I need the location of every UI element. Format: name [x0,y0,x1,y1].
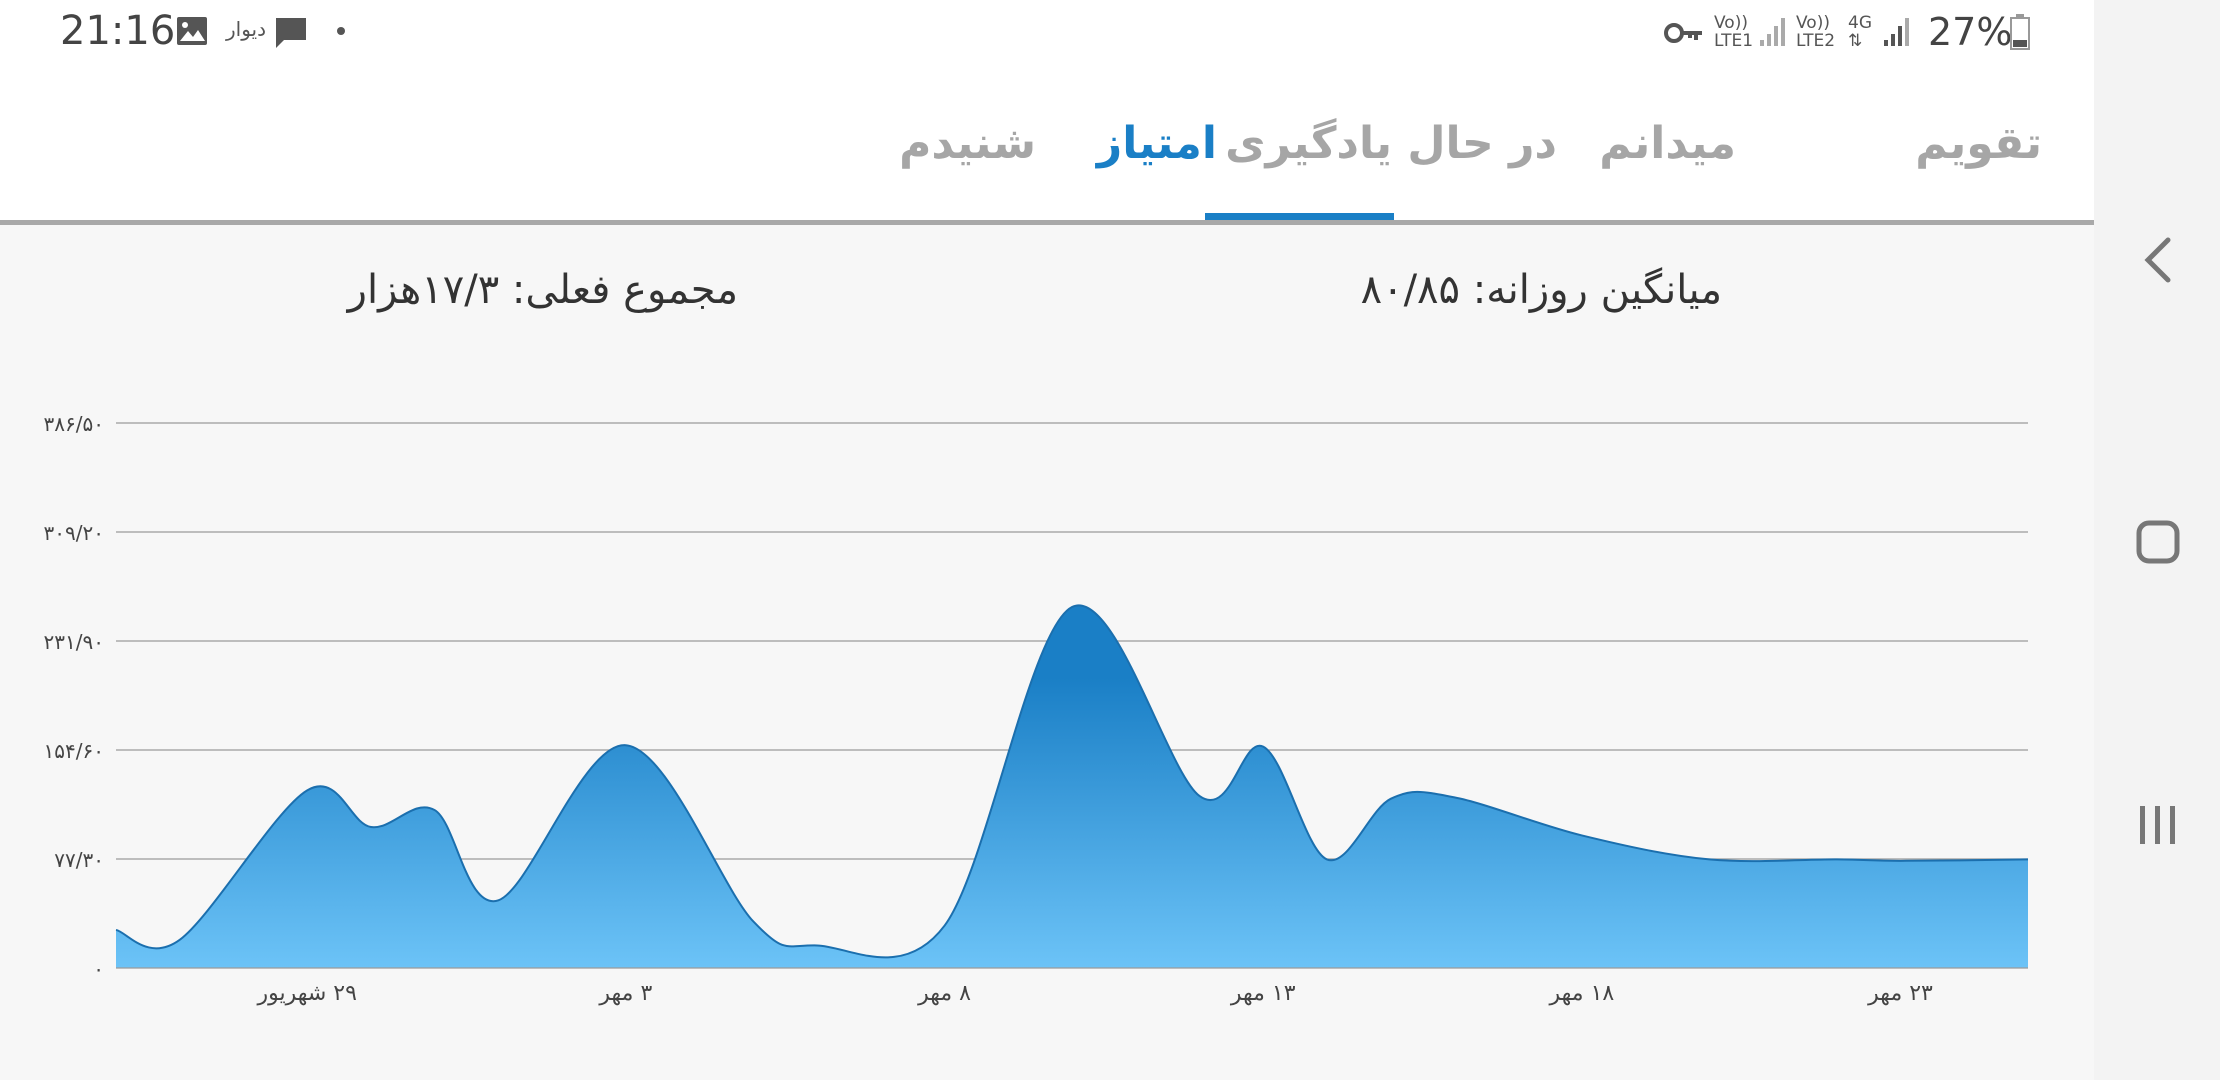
tab-heard[interactable]: شنیدم [899,118,1036,169]
battery-percent: 27% [1928,10,2013,54]
tab-divider [0,220,2094,225]
home-icon[interactable] [2136,520,2180,564]
signal-icon [1760,18,1785,46]
signal-icon [1884,18,1909,46]
app-label: دیوار [226,17,267,41]
area-fill [116,605,2028,968]
daily-average: میانگین روزانه: ۸۰/۸۵ [1360,267,1722,313]
back-icon[interactable] [2144,236,2172,284]
chat-icon [276,18,306,48]
dot-icon [337,27,345,35]
navigation-bar [2094,0,2220,1080]
x-tick-label: ۳ مهر [598,981,652,1006]
y-tick-label: ۱۵۴/۶۰ [44,739,104,763]
recents-icon[interactable] [2138,804,2178,846]
y-tick-label: ۳۰۹/۲۰ [44,521,104,545]
tab-known[interactable]: میدانم [1599,118,1736,169]
x-tick-label: ۱۸ مهر [1549,981,1615,1006]
battery-icon [2010,14,2030,50]
tab-calendar[interactable]: تقویم [1915,118,2042,169]
tab-bar: تقویم میدانم در حال یادگیری امتیاز شنیدم [0,100,2094,224]
image-icon [177,17,207,45]
clock: 21:16 [60,8,176,54]
y-tick-label: ۲۳۱/۹۰ [44,630,104,654]
key-icon [1664,23,1702,43]
network-type: 4G ⇅ [1848,13,1872,51]
active-tab-indicator [1205,213,1394,220]
series-line [115,604,2029,959]
y-tick-label: ۰ [93,957,104,981]
score-chart: ۰ ۷۷/۳۰ ۱۵۴/۶۰ ۲۳۱/۹۰ ۳۰۹/۲۰ ۳۸۶/۵۰ ۲۹ شهریور ۳… [44,412,2029,1006]
x-tick-label: ۸ مهر [917,981,971,1006]
status-bar: 21:16 دیوار Vo)) LTE1 Vo)) LTE2 4G ⇅ 27% [0,0,2094,64]
sim1-label: Vo)) LTE1 [1714,13,1754,51]
y-tick-label: ۷۷/۳۰ [54,848,104,872]
tab-learning[interactable]: در حال یادگیری [1225,118,1557,169]
sim2-label: Vo)) LTE2 [1796,13,1836,51]
x-tick-label: ۱۳ مهر [1230,981,1296,1006]
tab-score[interactable]: امتیاز [1096,118,1217,169]
y-tick-label: ۳۸۶/۵۰ [44,412,104,436]
x-tick-label: ۲۹ شهریور [256,981,356,1006]
total-score: مجموع فعلی: ۱۷/۳هزار [347,267,738,313]
x-tick-label: ۲۳ مهر [1867,981,1933,1006]
